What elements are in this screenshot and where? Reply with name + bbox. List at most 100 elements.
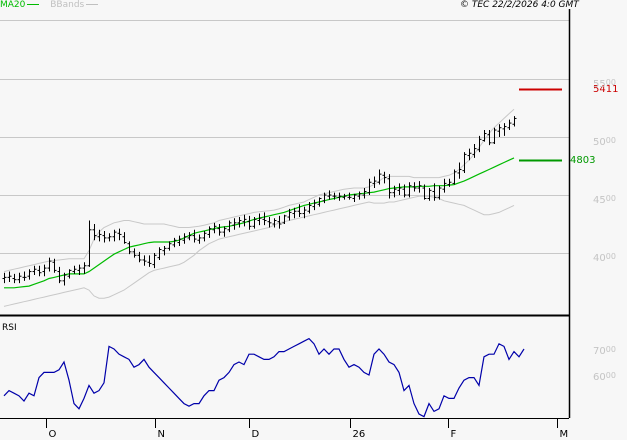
x-tick-label-O: O bbox=[49, 429, 57, 440]
ohlc-bar bbox=[267, 217, 272, 228]
legend-bbands: BBands bbox=[50, 0, 85, 10]
ohlc-bar bbox=[427, 188, 432, 201]
ohlc-bar bbox=[247, 215, 252, 230]
bollinger-bands bbox=[3, 108, 515, 307]
ohlc-bar bbox=[262, 212, 267, 226]
ohlc-bar bbox=[447, 178, 452, 187]
ohlc-bar bbox=[502, 123, 507, 136]
ohlc-bar bbox=[332, 192, 337, 200]
rsi-line bbox=[3, 337, 525, 418]
rsi-label: RSI bbox=[2, 323, 17, 333]
ohlc-bar bbox=[167, 241, 172, 251]
ohlc-bar bbox=[182, 233, 187, 244]
ohlc-bar bbox=[352, 193, 357, 202]
ohlc-bar bbox=[72, 265, 77, 274]
ohlc-bar bbox=[497, 124, 502, 137]
ohlc-bar bbox=[357, 191, 362, 200]
ohlc-bar bbox=[337, 192, 342, 201]
ohlc-bar bbox=[462, 152, 467, 173]
bb-lower-line bbox=[3, 195, 515, 307]
ohlc-bar bbox=[257, 213, 262, 226]
ohlc-bar bbox=[92, 224, 97, 241]
ohlc-bar bbox=[237, 217, 242, 228]
time-axis: O N D 26 F M bbox=[46, 419, 569, 440]
ohlc-bar bbox=[232, 218, 237, 230]
ohlc-bar bbox=[217, 224, 222, 236]
copyright-timestamp: © TEC 22/2/2026 4:0 GMT bbox=[460, 0, 579, 10]
ohlc-bar bbox=[342, 193, 347, 200]
x-tick-label-M: M bbox=[560, 429, 569, 440]
x-tick-label-N: N bbox=[158, 429, 165, 440]
ohlc-bar bbox=[87, 220, 92, 267]
ohlc-bar bbox=[162, 246, 167, 256]
chart-legend: MA20 BBands bbox=[0, 0, 99, 12]
price-axis-label-4500: 4500 bbox=[593, 194, 616, 206]
ohlc-bar bbox=[132, 248, 137, 258]
x-tick-label-D: D bbox=[252, 429, 260, 440]
ohlc-bar bbox=[147, 255, 152, 267]
ohlc-bar bbox=[102, 230, 107, 243]
ohlc-bar bbox=[242, 214, 247, 227]
ohlc-bar bbox=[82, 262, 87, 274]
ohlc-bar bbox=[2, 272, 7, 284]
ohlc-bar bbox=[507, 119, 512, 131]
ohlc-bar bbox=[127, 241, 132, 255]
ohlc-bar bbox=[202, 230, 207, 242]
ohlc-bar bbox=[277, 215, 282, 229]
ohlc-bar bbox=[327, 190, 332, 200]
ohlc-bar bbox=[122, 232, 127, 244]
rsi-axis-label-60: 6000 bbox=[593, 371, 616, 383]
ohlc-bar bbox=[307, 201, 312, 214]
ohlc-bar bbox=[287, 208, 292, 221]
ohlc-bar bbox=[197, 234, 202, 244]
ohlc-bar bbox=[57, 266, 62, 284]
ohlc-bar bbox=[362, 188, 367, 199]
ohlc-bar bbox=[292, 207, 297, 219]
ohlc-bar bbox=[442, 178, 447, 193]
ohlc-bar bbox=[7, 271, 12, 282]
ohlc-bar bbox=[27, 269, 32, 280]
ohlc-bar bbox=[12, 273, 17, 284]
ohlc-bar bbox=[112, 229, 117, 242]
ohlc-bar bbox=[317, 197, 322, 207]
ohlc-bar bbox=[377, 169, 382, 185]
ohlc-bar bbox=[492, 127, 497, 144]
price-bars bbox=[2, 116, 517, 286]
price-gridlines bbox=[0, 79, 569, 254]
ohlc-bar bbox=[282, 214, 287, 224]
ohlc-bar bbox=[422, 184, 427, 200]
ohlc-bar bbox=[512, 116, 517, 127]
ohlc-bar bbox=[42, 264, 47, 277]
ohlc-bar bbox=[37, 265, 42, 277]
ohlc-bar bbox=[142, 255, 147, 266]
price-axis-label-5500: 5500 bbox=[593, 78, 616, 90]
ohlc-bar bbox=[152, 253, 157, 269]
legend-bbands-swatch bbox=[86, 4, 99, 5]
x-tick-label-F: F bbox=[451, 429, 457, 440]
ohlc-bar bbox=[117, 228, 122, 241]
ohlc-bar bbox=[32, 265, 37, 276]
ohlc-bar bbox=[432, 183, 437, 201]
rsi-axis-label-70: 7000 bbox=[593, 345, 616, 357]
ohlc-bar bbox=[207, 226, 212, 238]
ohlc-bar bbox=[322, 192, 327, 204]
ohlc-bar bbox=[302, 206, 307, 219]
legend-ma20-swatch bbox=[27, 4, 40, 5]
ohlc-bar bbox=[47, 257, 52, 272]
ohlc-bar bbox=[412, 182, 417, 192]
ohlc-bar bbox=[482, 130, 487, 142]
resistance-level-label: 5411 bbox=[593, 84, 618, 95]
ohlc-bar bbox=[402, 184, 407, 198]
ohlc-bar bbox=[417, 181, 422, 193]
ohlc-bar bbox=[227, 220, 232, 233]
ohlc-bar bbox=[457, 162, 462, 179]
legend-ma20: MA20 bbox=[0, 0, 26, 10]
rsi-polyline bbox=[3, 337, 525, 418]
ohlc-bar bbox=[252, 217, 257, 229]
ohlc-bar bbox=[157, 247, 162, 260]
ohlc-bar bbox=[137, 251, 142, 263]
ohlc-bar bbox=[472, 143, 477, 158]
level-lines: 5411 4803 bbox=[519, 84, 618, 166]
ohlc-bar bbox=[397, 183, 402, 195]
